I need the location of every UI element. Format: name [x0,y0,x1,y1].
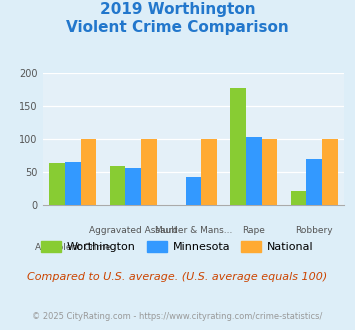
Bar [125,168,141,205]
Bar [201,139,217,205]
Bar [110,166,125,205]
Legend: Worthington, Minnesota, National: Worthington, Minnesota, National [37,237,318,256]
Text: All Violent Crime: All Violent Crime [35,243,111,251]
Bar [81,139,96,205]
Text: Compared to U.S. average. (U.S. average equals 100): Compared to U.S. average. (U.S. average … [27,272,328,282]
Text: Aggravated Assault: Aggravated Assault [89,226,178,235]
Text: © 2025 CityRating.com - https://www.cityrating.com/crime-statistics/: © 2025 CityRating.com - https://www.city… [32,312,323,321]
Text: Rape: Rape [242,226,265,235]
Bar [49,163,65,205]
Text: Murder & Mans...: Murder & Mans... [155,226,232,235]
Text: Robbery: Robbery [295,226,333,235]
Text: 2019 Worthington: 2019 Worthington [100,2,255,16]
Bar [65,162,81,205]
Text: Violent Crime Comparison: Violent Crime Comparison [66,20,289,35]
Bar [246,137,262,205]
Bar [291,191,306,205]
Bar [262,139,277,205]
Bar [322,139,338,205]
Bar [186,177,201,205]
Bar [141,139,157,205]
Bar [306,159,322,205]
Bar [230,88,246,205]
